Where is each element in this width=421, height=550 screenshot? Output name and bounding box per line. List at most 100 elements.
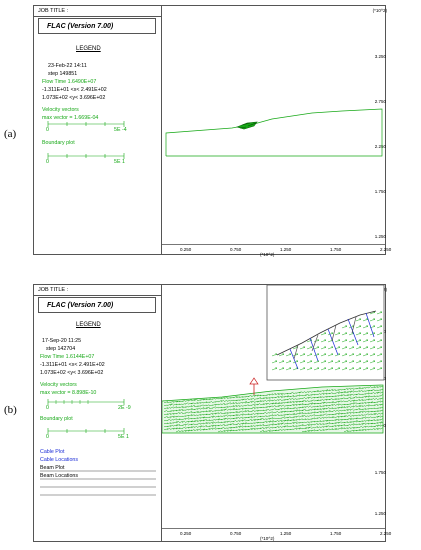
velocity-vector: [307, 396, 312, 399]
velocity-vector: [328, 398, 333, 401]
velocity-vector: [292, 419, 298, 421]
velocity-vector: [202, 404, 207, 407]
vector-head: [338, 360, 341, 363]
velocity-vector: [262, 409, 268, 411]
velocity-vector: [355, 417, 360, 420]
velocity-vector: [327, 367, 334, 371]
velocity-vector: [217, 409, 223, 412]
velocity-vector: [277, 398, 282, 401]
velocity-vector: [313, 399, 319, 402]
velocity-vector: [190, 429, 195, 432]
velocity-vector: [229, 417, 235, 420]
velocity-vector: [340, 415, 346, 418]
beam-locations-label: Beam Locations: [40, 473, 78, 479]
velocity-vector: [367, 408, 372, 410]
velocity-vector: [304, 400, 309, 402]
velocity-vector: [199, 428, 205, 431]
velocity-vector: [313, 360, 320, 364]
velocity-vector: [364, 386, 369, 389]
velocity-vector: [322, 411, 328, 413]
velocity-vector: [373, 410, 379, 412]
velocity-vector: [259, 417, 264, 421]
velocity-vector: [256, 403, 261, 406]
velocity-vector: [193, 408, 198, 410]
velocity-vector: [265, 405, 271, 408]
vector-head: [310, 353, 313, 356]
velocity-vector: [362, 325, 369, 329]
velocity-vector: [175, 406, 180, 409]
bnd-scale-zero: 0: [46, 434, 49, 440]
vector-head: [303, 367, 306, 370]
velocity-vector: [205, 425, 211, 428]
velocity-vector: [298, 394, 303, 397]
velocity-vector: [259, 424, 265, 427]
x-tick: 2.250: [380, 531, 392, 536]
boundary-label: Boundary plot: [42, 140, 75, 146]
velocity-vector: [283, 401, 289, 404]
velocity-vector: [310, 429, 315, 432]
velocity-vector: [226, 414, 231, 417]
y-tick: 1.250: [374, 511, 386, 516]
vector-head: [331, 353, 334, 356]
velocity-vector: [226, 412, 232, 414]
velocity-vector: [346, 430, 351, 432]
velocity-vector: [325, 410, 331, 413]
velocity-vector: [373, 415, 380, 418]
velocity-vector: [325, 398, 331, 401]
velocity-vector: [301, 406, 306, 409]
velocity-vector: [295, 394, 301, 397]
velocity-vector: [217, 412, 222, 415]
velocity-field-b: [162, 285, 385, 434]
y-tick: 1.750: [374, 189, 386, 194]
velocity-vector: [316, 399, 322, 402]
vector-head: [373, 346, 376, 349]
velocity-vector: [367, 398, 372, 401]
velocity-vector: [319, 407, 326, 410]
velocity-vector: [277, 429, 282, 431]
velocity-vector: [343, 408, 349, 412]
velocity-vector: [364, 402, 370, 404]
velocity-vector: [340, 404, 346, 406]
y-range-text: 1.073E+02 <y< 3.696E+02: [42, 95, 106, 101]
velocity-vector: [250, 394, 256, 397]
velocity-vector: [226, 402, 231, 405]
velocity-vector: [367, 413, 372, 416]
velocity-vector: [301, 391, 306, 394]
velocity-vector: [373, 401, 379, 403]
velocity-vector: [355, 429, 361, 432]
velocity-vector: [310, 391, 316, 393]
velocity-vector: [172, 400, 178, 403]
velocity-vector: [268, 405, 273, 408]
velocity-vector: [190, 418, 195, 420]
velocity-label: Velocity vectors: [42, 107, 79, 113]
velocity-vector: [196, 428, 201, 431]
velocity-vector: [199, 404, 204, 407]
date-text: 17-Sep-20 11:25: [42, 338, 82, 344]
velocity-vector: [328, 419, 333, 422]
velocity-vector: [163, 413, 169, 416]
velocity-vector: [361, 420, 366, 422]
velocity-vector: [268, 411, 273, 414]
velocity-vector: [322, 425, 328, 428]
velocity-vector: [163, 422, 169, 425]
velocity-vector: [355, 408, 361, 411]
velocity-vector: [328, 404, 334, 407]
velocity-vector: [181, 415, 186, 417]
velocity-vector: [358, 387, 364, 389]
velocity-vector: [268, 399, 273, 402]
velocity-vector: [256, 415, 261, 418]
bnd-scale-max: 5E 1: [114, 159, 125, 165]
velocity-vector: [379, 389, 384, 391]
velocity-vector: [253, 410, 259, 412]
velocity-vector: [278, 367, 285, 371]
velocity-vector: [328, 428, 333, 431]
velocity-vector: [355, 346, 362, 350]
vector-head: [317, 367, 320, 370]
velocity-vector: [286, 407, 291, 410]
velocity-vector: [362, 332, 369, 336]
velocity-vector: [247, 398, 252, 401]
vector-head: [331, 332, 334, 335]
velocity-vector: [292, 409, 298, 412]
velocity-vector: [190, 411, 196, 414]
velocity-vector: [223, 414, 228, 417]
